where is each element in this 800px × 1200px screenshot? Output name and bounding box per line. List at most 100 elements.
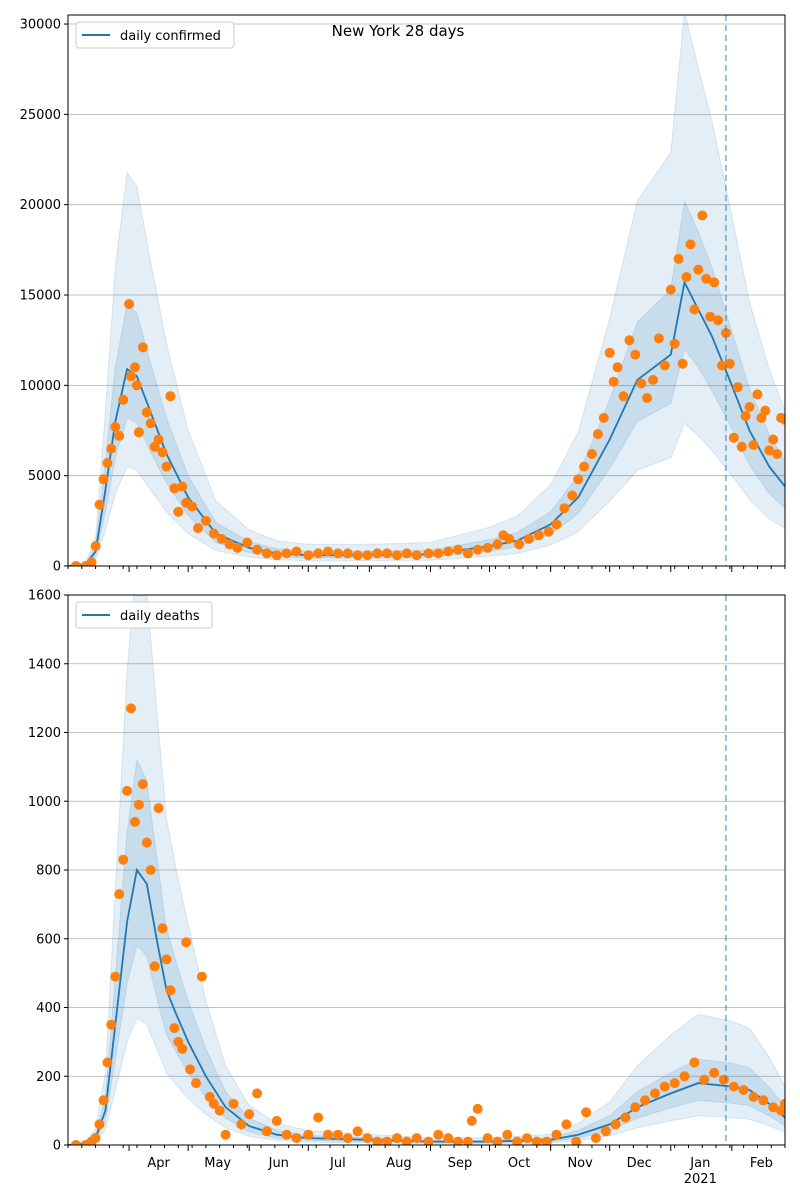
observed-point <box>153 803 164 814</box>
observed-point <box>323 1129 333 1140</box>
observed-point <box>161 461 172 472</box>
x-year-label: 2021 <box>684 1172 717 1187</box>
observed-point <box>522 1133 532 1144</box>
x-tick-label: Jul <box>329 1156 346 1171</box>
observed-point <box>122 785 133 796</box>
observed-point <box>392 550 402 561</box>
observed-point <box>423 1136 434 1145</box>
y-tick-label: 20000 <box>20 198 61 213</box>
observed-point <box>342 548 353 559</box>
observed-point <box>90 1133 101 1144</box>
observed-point <box>106 443 117 454</box>
observed-point <box>653 333 664 344</box>
y-tick-label: 10000 <box>20 379 61 394</box>
observed-point <box>512 1136 523 1145</box>
observed-point <box>98 1095 109 1106</box>
observed-point <box>126 703 136 714</box>
observed-point <box>137 342 148 353</box>
legend: daily deaths <box>75 601 213 629</box>
observed-point <box>744 402 755 412</box>
y-tick-label: 1400 <box>28 657 61 672</box>
observed-point <box>200 515 211 526</box>
observed-point <box>110 971 121 982</box>
y-tick-label: 5000 <box>28 469 61 484</box>
observed-point <box>169 1023 180 1034</box>
observed-point <box>94 499 105 510</box>
observed-point <box>102 1057 113 1068</box>
observed-point <box>165 985 176 996</box>
observed-point <box>772 449 783 459</box>
observed-point <box>130 362 140 373</box>
observed-point <box>110 421 121 432</box>
observed-point <box>732 382 743 393</box>
observed-point <box>433 1129 444 1140</box>
observed-point <box>187 501 198 512</box>
x-tick-label: May <box>204 1156 231 1171</box>
x-tick-label: Dec <box>627 1156 652 1171</box>
observed-point <box>362 550 373 561</box>
observed-point <box>145 865 156 875</box>
observed-point <box>659 360 670 371</box>
observed-point <box>303 550 314 561</box>
observed-point <box>173 506 184 517</box>
observed-point <box>98 474 109 485</box>
observed-point <box>689 1057 700 1068</box>
observed-point <box>106 1019 117 1030</box>
observed-point <box>604 347 615 358</box>
y-tick-label: 15000 <box>20 289 61 304</box>
observed-point <box>705 311 716 322</box>
observed-point <box>740 411 751 422</box>
observed-point <box>608 376 619 387</box>
legend-box <box>75 21 235 49</box>
observed-point <box>252 1088 263 1099</box>
observed-point <box>133 799 144 810</box>
plot-area <box>68 595 785 1145</box>
observed-point <box>193 523 203 534</box>
observed-point <box>185 1064 196 1075</box>
observed-point <box>208 528 219 539</box>
observed-point <box>514 539 525 550</box>
observed-point <box>332 1129 343 1140</box>
inner-uncertainty-band <box>68 758 785 1145</box>
observed-point <box>433 548 444 559</box>
x-tick-label: Apr <box>147 1156 170 1171</box>
legend-label: daily deaths <box>120 609 200 624</box>
confirmed-panel: 0 5000 10000 15000 20000 25000 30000 daily conf… <box>20 14 786 575</box>
x-tick-label: Feb <box>750 1156 773 1171</box>
figure-title: New York 28 days <box>332 22 465 40</box>
observed-point <box>208 1098 219 1109</box>
y-tick-label: 30000 <box>20 18 61 33</box>
deaths-panel: 0 200 400 600 800 1000 1200 1400 1600 Apr May Jun Ju… <box>28 589 786 1187</box>
observed-point <box>592 429 603 440</box>
observed-point <box>313 548 324 559</box>
observed-point <box>764 445 775 456</box>
observed-point <box>650 1088 660 1099</box>
observed-point <box>709 277 720 288</box>
observed-point <box>236 1119 247 1130</box>
observed-point <box>600 1126 611 1137</box>
observed-point <box>689 304 700 315</box>
observed-point <box>352 1126 363 1137</box>
observed-point <box>372 548 383 559</box>
observed-point <box>423 548 434 559</box>
x-tick-label: Aug <box>386 1156 411 1171</box>
observed-point <box>352 550 363 561</box>
observed-point <box>165 391 176 402</box>
observed-point <box>717 360 727 371</box>
plot-area <box>68 15 785 566</box>
observed-point <box>70 1140 81 1145</box>
observed-point <box>133 427 144 438</box>
observed-point <box>724 358 735 369</box>
observed-point <box>313 1112 324 1123</box>
observed-point <box>90 541 101 552</box>
observed-point <box>642 393 653 403</box>
observed-point <box>561 1119 572 1130</box>
observed-point <box>291 546 302 557</box>
observed-point <box>220 1129 231 1140</box>
observed-point <box>718 1074 729 1085</box>
observed-point <box>630 349 641 360</box>
observed-point <box>610 1119 621 1130</box>
observed-point <box>114 889 125 900</box>
observed-point <box>758 1095 769 1106</box>
